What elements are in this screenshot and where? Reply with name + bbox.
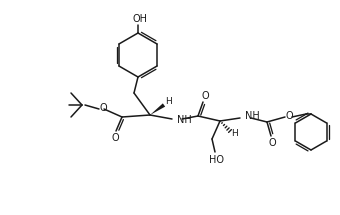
Text: O: O — [268, 138, 276, 148]
Text: NH: NH — [245, 111, 260, 121]
Text: H: H — [166, 97, 172, 106]
Text: NH: NH — [177, 115, 192, 125]
Text: O: O — [99, 103, 107, 113]
Text: O: O — [111, 133, 119, 143]
Text: HO: HO — [208, 155, 223, 165]
Text: O: O — [285, 111, 293, 121]
Text: H: H — [231, 129, 237, 138]
Polygon shape — [150, 103, 165, 115]
Text: OH: OH — [133, 14, 148, 24]
Text: O: O — [201, 91, 209, 101]
